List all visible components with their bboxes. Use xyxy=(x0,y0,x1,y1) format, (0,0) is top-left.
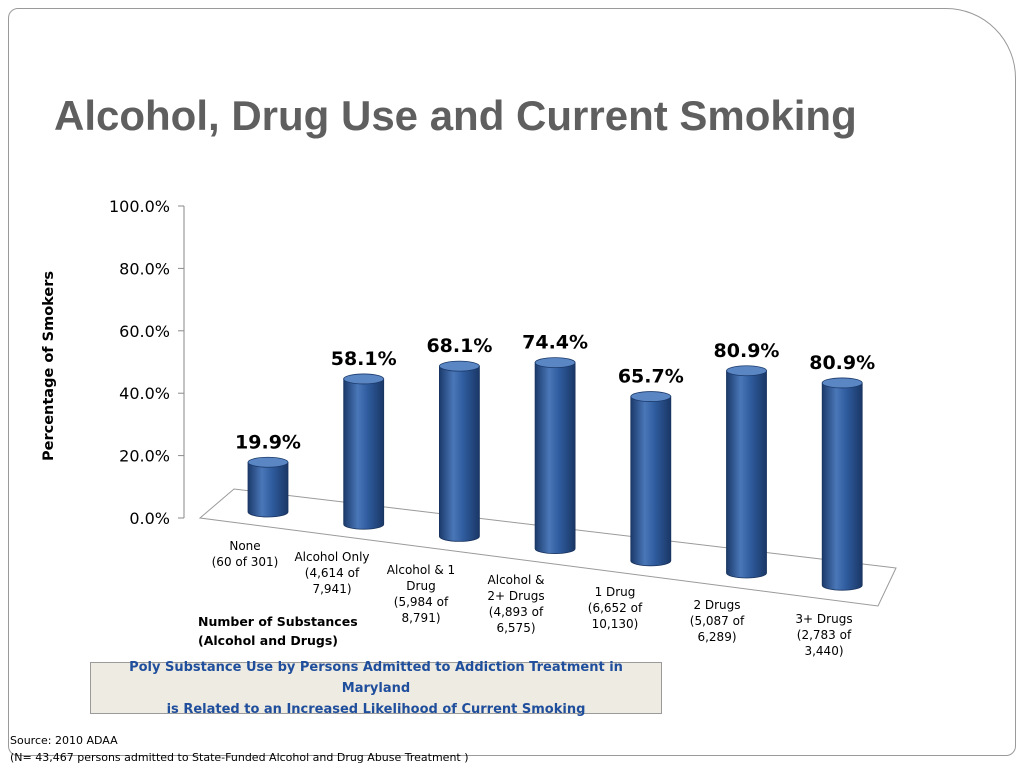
bar xyxy=(726,365,767,579)
data-label: 68.1% xyxy=(426,335,492,357)
bar xyxy=(534,357,576,554)
y-tick-label: 0.0% xyxy=(129,509,170,528)
x-tick-label: Alcohol & 2+ Drugs (4,893 of 6,575) xyxy=(487,573,545,635)
x-tick-label: Alcohol & 1 Drug (5,984 of 8,791) xyxy=(386,563,456,625)
data-label: 58.1% xyxy=(331,348,397,370)
x-tick-label: 3+ Drugs (2,783 of 3,440) xyxy=(795,612,853,658)
y-tick-label: 60.0% xyxy=(119,322,170,341)
x-tick-label: 2 Drugs (5,087 of 6,289) xyxy=(689,598,745,644)
data-label: 80.9% xyxy=(809,352,875,374)
data-label: 80.9% xyxy=(714,340,780,362)
bar xyxy=(343,373,385,530)
bar xyxy=(438,360,480,542)
bar xyxy=(247,456,289,518)
data-label: 74.4% xyxy=(522,332,588,354)
bar xyxy=(821,377,863,591)
callout-box: Poly Substance Use by Persons Admitted t… xyxy=(90,660,662,717)
y-axis-title: Percentage of Smokers xyxy=(41,271,57,461)
x-tick-label: 1 Drug (6,652 of 10,130) xyxy=(587,585,643,631)
data-label: 65.7% xyxy=(618,366,684,388)
y-tick-label: 100.0% xyxy=(109,197,170,216)
y-tick-label: 80.0% xyxy=(119,259,170,278)
y-tick-label: 20.0% xyxy=(119,447,170,466)
bar xyxy=(630,391,672,567)
x-tick-label: Alcohol Only (4,614 of 7,941) xyxy=(294,550,370,596)
x-tick-label: None (60 of 301) xyxy=(211,539,279,569)
y-tick-label: 40.0% xyxy=(119,384,170,403)
source-note: Source: 2010 ADAA (N= 43,467 persons adm… xyxy=(10,734,469,764)
slide-title: Alcohol, Drug Use and Current Smoking xyxy=(54,92,857,139)
x-axis-title: Number of Substances (Alcohol and Drugs) xyxy=(198,614,358,648)
data-label: 19.9% xyxy=(235,431,301,453)
